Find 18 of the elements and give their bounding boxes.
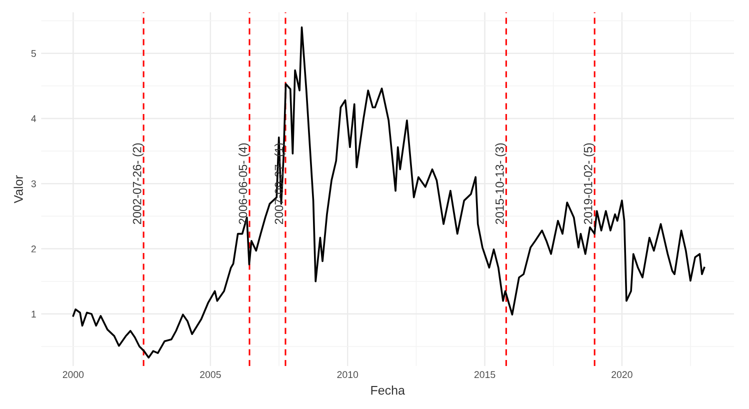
x-tick-label: 2010 — [337, 371, 358, 378]
x-tick-label: 2000 — [62, 371, 84, 378]
ref-line-label: 2006-06-05- (4) — [238, 143, 250, 224]
x-axis-title: Fecha — [371, 386, 405, 395]
y-axis-title: Valor — [14, 175, 23, 204]
y-tick-label: 5 — [31, 50, 36, 57]
y-tick-label: 2 — [31, 246, 36, 252]
y-tick-label: 4 — [31, 115, 36, 122]
ref-line-label: 2019-01-02- (5) — [584, 143, 595, 224]
x-tick-label: 2015 — [474, 371, 496, 378]
ref-line-label: 2007-09-27- (1) — [274, 143, 286, 224]
line-series — [72, 26, 706, 358]
x-tick-label: 2020 — [612, 371, 632, 378]
ref-line-label: 2002-07-26- (2) — [132, 143, 144, 224]
ref-line-label: 2015-10-13- (3) — [495, 143, 506, 224]
x-tick-label: 2005 — [200, 371, 221, 378]
y-tick-label: 3 — [31, 180, 36, 188]
y-tick-label: 1 — [32, 310, 36, 318]
